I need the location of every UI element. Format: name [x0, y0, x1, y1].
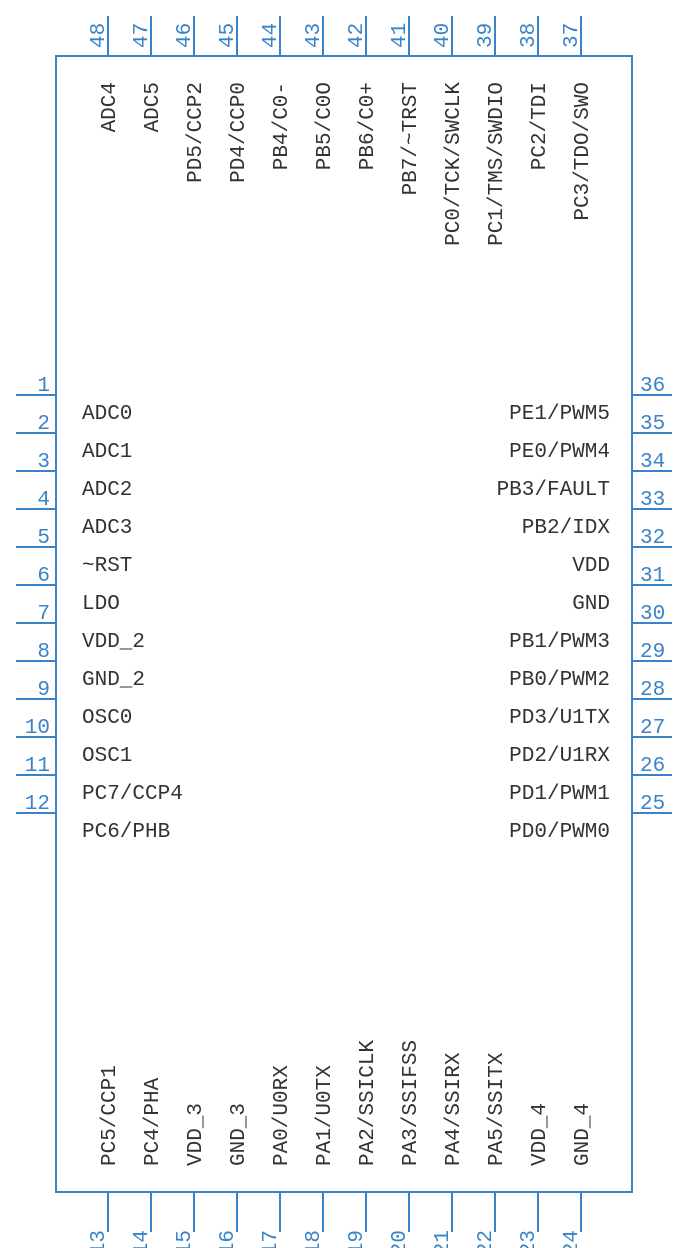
pin-label: ADC1 [82, 441, 132, 464]
pin-label: ADC0 [82, 403, 132, 426]
pin-number: 28 [640, 679, 665, 702]
pin-label: ADC2 [82, 479, 132, 502]
pin-label: PC4/PHA [142, 1077, 165, 1166]
pinout-diagram: 1 ADC0 2 ADC1 3 ADC2 4 ADC3 5 ~RST 6 LDO 7 VDD_2 8 GND_… [0, 0, 688, 1248]
pin-label: PB4/C0- [271, 82, 294, 170]
pin-number: 39 [475, 23, 498, 48]
pin-number: 17 [260, 1230, 283, 1248]
pin-number: 13 [88, 1230, 111, 1248]
pin-number: 22 [475, 1230, 498, 1248]
pin-number: 9 [37, 679, 50, 702]
pin-number: 27 [640, 717, 665, 740]
pin-label: PB2/IDX [522, 517, 611, 540]
pin-label: PA4/SSIRX [443, 1052, 466, 1166]
pin-number: 16 [217, 1230, 240, 1248]
pin-number: 21 [432, 1230, 455, 1248]
pin-number: 8 [37, 641, 50, 664]
pin-number: 11 [25, 755, 50, 778]
pin-number: 34 [640, 451, 665, 474]
pin-label: PE0/PWM4 [509, 441, 610, 464]
pin-number: 19 [346, 1230, 369, 1248]
pin-number: 29 [640, 641, 665, 664]
pin-number: 20 [389, 1230, 412, 1248]
pin-label: GND [572, 593, 610, 616]
pin-label: PD1/PWM1 [509, 783, 610, 806]
pin-number: 46 [174, 23, 197, 48]
pin-number: 37 [561, 23, 584, 48]
pin-label: PA5/SSITX [486, 1052, 509, 1166]
pin-number: 5 [37, 527, 50, 550]
pin-number: 36 [640, 375, 665, 398]
pin-number: 18 [303, 1230, 326, 1248]
pin-label: PC7/CCP4 [82, 783, 183, 806]
pin-number: 35 [640, 413, 665, 436]
pin-label: OSC0 [82, 707, 132, 730]
pin-number: 32 [640, 527, 665, 550]
pin-label: PB0/PWM2 [509, 669, 610, 692]
pin-label: PD5/CCP2 [185, 82, 208, 183]
pin-label: LDO [82, 593, 120, 616]
pin-label: PA3/SSIFSS [400, 1040, 423, 1166]
pin-label: PC6/PHB [82, 821, 170, 844]
pin-number: 38 [518, 23, 541, 48]
pin-label: PB5/C0O [314, 82, 337, 170]
pin-number: 1 [37, 375, 50, 398]
pin-number: 15 [174, 1230, 197, 1248]
pin-label: VDD_2 [82, 631, 145, 654]
pin-label: PC3/TDO/SWO [572, 82, 595, 221]
pin-label: PB3/FAULT [497, 479, 610, 502]
pin-number: 33 [640, 489, 665, 512]
pin-number: 41 [389, 23, 412, 48]
pin-number: 25 [640, 793, 665, 816]
pin-number: 6 [37, 565, 50, 588]
pin-label: VDD_3 [185, 1103, 208, 1166]
pin-label: PA2/SSICLK [357, 1040, 380, 1166]
pin-number: 31 [640, 565, 665, 588]
pin-number: 4 [37, 489, 50, 512]
pin-number: 12 [25, 793, 50, 816]
pin-label: PB6/C0+ [357, 82, 380, 170]
pin-label: VDD [572, 555, 610, 578]
pin-label: ~RST [82, 555, 132, 578]
pin-number: 45 [217, 23, 240, 48]
pin-number: 30 [640, 603, 665, 626]
pin-label: PD2/U1RX [509, 745, 610, 768]
pin-number: 42 [346, 23, 369, 48]
pin-number: 40 [432, 23, 455, 48]
pin-number: 7 [37, 603, 50, 626]
pin-number: 2 [37, 413, 50, 436]
pin-label: PD4/CCP0 [228, 82, 251, 183]
pin-number: 10 [25, 717, 50, 740]
pin-number: 47 [131, 23, 154, 48]
pin-label: PD0/PWM0 [509, 821, 610, 844]
pin-label: PC5/CCP1 [99, 1065, 122, 1166]
pin-label: PB7/~TRST [400, 82, 423, 195]
pin-label: PB1/PWM3 [509, 631, 610, 654]
pin-number: 26 [640, 755, 665, 778]
pin-label: GND_4 [572, 1103, 595, 1166]
pin-label: GND_2 [82, 669, 145, 692]
pin-label: VDD_4 [529, 1103, 552, 1166]
pin-label: PA1/U0TX [314, 1065, 337, 1166]
pin-label: ADC4 [99, 82, 122, 132]
pin-label: PA0/U0RX [271, 1065, 294, 1166]
pin-label: OSC1 [82, 745, 132, 768]
pin-number: 43 [303, 23, 326, 48]
pin-label: PE1/PWM5 [509, 403, 610, 426]
pin-label: PC2/TDI [529, 82, 552, 170]
package-outline [56, 56, 632, 1192]
pin-number: 48 [88, 23, 111, 48]
pin-label: ADC5 [142, 82, 165, 132]
pin-label: PC0/TCK/SWCLK [443, 82, 466, 246]
pin-label: PD3/U1TX [509, 707, 610, 730]
pin-label: PC1/TMS/SWDIO [486, 82, 509, 246]
pin-number: 14 [131, 1230, 154, 1248]
pin-number: 24 [561, 1230, 584, 1248]
pin-label: GND_3 [228, 1103, 251, 1166]
pin-number: 23 [518, 1230, 541, 1248]
pin-number: 44 [260, 23, 283, 48]
pin-number: 3 [37, 451, 50, 474]
pin-label: ADC3 [82, 517, 132, 540]
